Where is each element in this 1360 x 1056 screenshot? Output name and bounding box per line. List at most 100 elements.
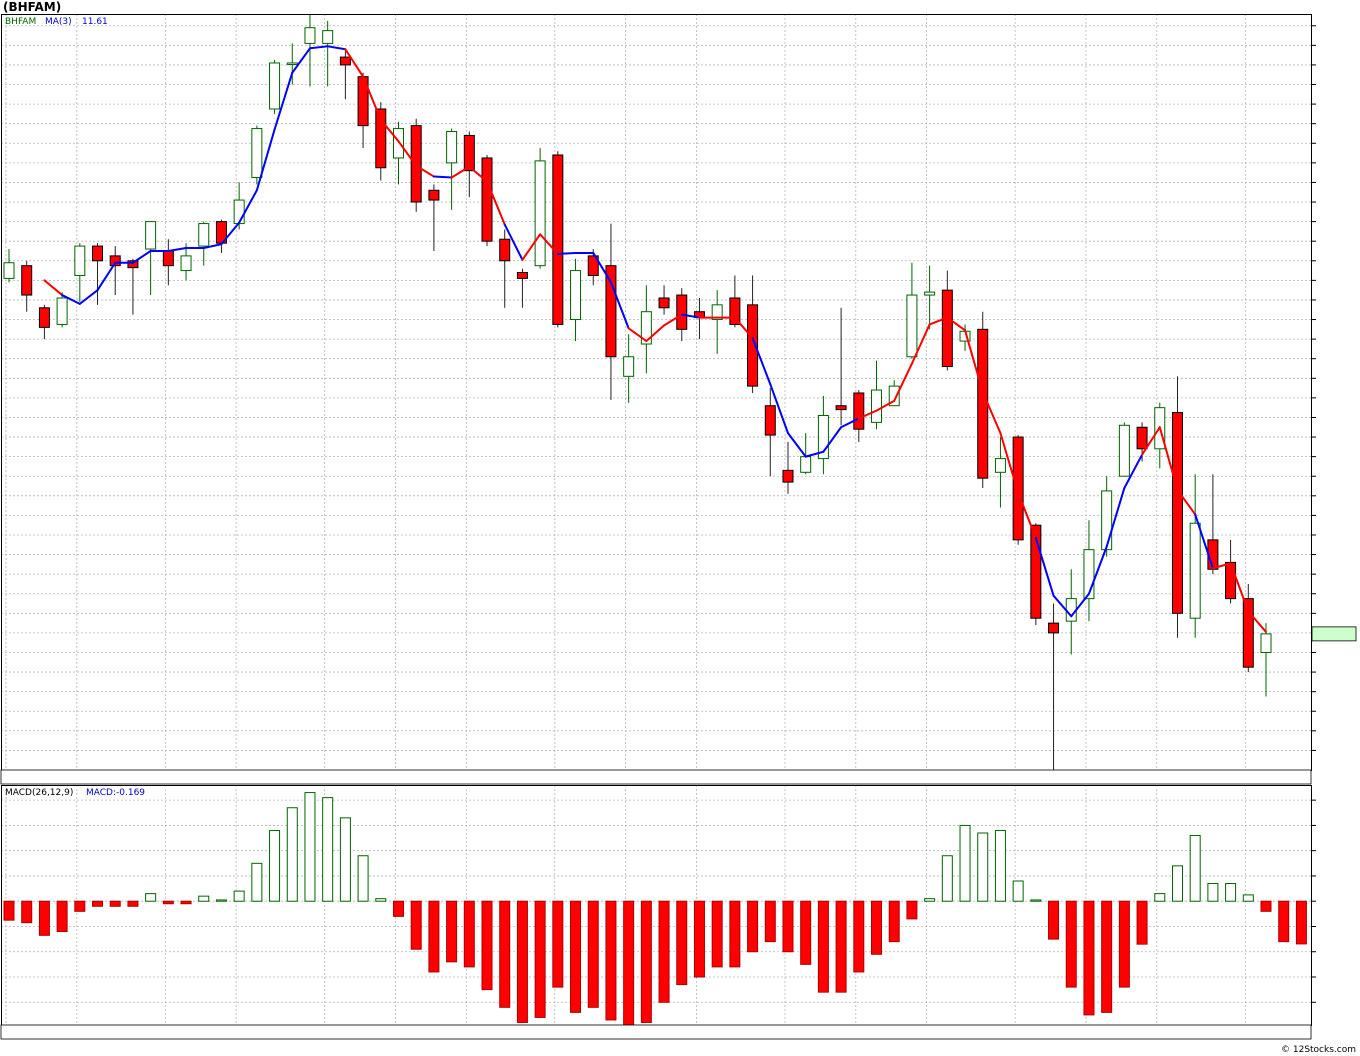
- macd-bar-positive: [339, 817, 351, 902]
- ma-line-segment: [981, 391, 1002, 435]
- ma-line-segment: [733, 316, 754, 340]
- ma-line-segment: [946, 316, 967, 332]
- macd-bar-positive: [924, 898, 936, 902]
- ma-line-segment: [928, 316, 949, 326]
- ma-line-segment: [822, 426, 843, 453]
- ma-line-segment: [910, 323, 931, 365]
- macd-bar-negative: [1295, 900, 1307, 945]
- macd-legend-label: MACD(26,12,9): [5, 788, 73, 798]
- ma-line-segment: [96, 261, 117, 292]
- ma-line-segment: [840, 417, 860, 429]
- macd-panel: [1, 785, 1311, 1026]
- macd-bar-negative: [1048, 900, 1060, 940]
- macd-bar-negative: [888, 900, 900, 943]
- candle-up: [1065, 598, 1077, 622]
- macd-bar-negative: [3, 900, 15, 921]
- macd-bar-negative: [906, 900, 918, 920]
- macd-bar-negative: [499, 900, 511, 1008]
- candle-up: [145, 221, 157, 250]
- ma-line-segment: [804, 450, 825, 458]
- macd-bar-positive: [286, 807, 298, 902]
- ma-line-segment: [1141, 426, 1161, 456]
- candle-up: [906, 294, 918, 358]
- macd-bar-negative: [74, 900, 86, 912]
- macd-bar-negative: [92, 900, 104, 907]
- macd-bar-negative: [605, 900, 617, 1021]
- ma-line-segment: [893, 362, 913, 402]
- macd-bar-negative: [711, 900, 723, 968]
- ma-line-segment: [1247, 610, 1267, 633]
- candle-up: [534, 160, 546, 267]
- macd-bar-negative: [747, 900, 759, 953]
- ma-line-segment: [167, 247, 188, 252]
- candle-up: [1101, 490, 1113, 551]
- candle-up: [198, 223, 210, 247]
- candle-up: [640, 311, 652, 345]
- ma-line-segment: [592, 251, 612, 284]
- macd-bar-negative: [693, 900, 705, 978]
- ma-line-segment: [1087, 545, 1108, 595]
- ma-line-segment: [1105, 486, 1126, 548]
- macd-bar-negative: [534, 900, 546, 1018]
- macd-bar-negative: [410, 900, 422, 950]
- macd-bar-positive: [1207, 883, 1219, 902]
- macd-bar-negative: [446, 900, 458, 963]
- ma-line-segment: [875, 399, 896, 412]
- macd-bar-negative: [516, 900, 528, 1023]
- candle-up: [392, 128, 404, 159]
- macd-bar-positive: [233, 890, 245, 902]
- candle-down: [109, 255, 121, 267]
- macd-bar-negative: [1136, 900, 1148, 945]
- ma-line-segment: [645, 324, 666, 343]
- candle-down: [463, 134, 475, 172]
- candle-up: [1260, 633, 1272, 653]
- last-price-box: [1311, 626, 1357, 642]
- ma-line-segment: [255, 128, 276, 192]
- macd-bar-negative: [56, 900, 68, 933]
- macd-bar-positive: [375, 898, 387, 902]
- macd-bar-negative: [1065, 900, 1077, 988]
- macd-bar-negative: [658, 900, 670, 1003]
- macd-bar-positive: [357, 855, 369, 902]
- ma-line-segment: [609, 281, 630, 330]
- macd-bar-negative: [1260, 900, 1272, 912]
- ma-line-segment: [1229, 562, 1250, 613]
- credit-text: © 12Stocks.com: [1281, 1045, 1356, 1055]
- macd-bar-positive: [145, 893, 157, 902]
- candle-up: [233, 199, 245, 225]
- ma-line-segment: [1034, 536, 1055, 597]
- chart-title: (BHFAM): [3, 0, 62, 14]
- candle-down: [499, 238, 511, 262]
- ma-line-segment: [61, 294, 81, 305]
- ma-line-segment: [273, 71, 294, 131]
- ma-line-segment: [486, 180, 506, 226]
- candle-up: [924, 291, 936, 296]
- macd-bar-positive: [1171, 865, 1183, 902]
- candle-down: [587, 255, 599, 276]
- macd-frame: [1, 785, 1312, 1026]
- candle-down: [516, 272, 528, 279]
- macd-bar-negative: [428, 900, 440, 973]
- candle-down: [1242, 598, 1254, 668]
- macd-bar-positive: [1030, 899, 1042, 902]
- candle-down: [729, 297, 741, 325]
- candle-down: [410, 125, 422, 203]
- macd-bar-negative: [640, 900, 652, 1023]
- candle-down: [853, 392, 865, 430]
- ma-line-segment: [220, 221, 241, 246]
- candle-down: [1048, 622, 1060, 634]
- macd-bar-positive: [959, 824, 971, 902]
- ma-line-segment: [1158, 426, 1179, 491]
- candle-up: [817, 415, 829, 460]
- ma-line-segment: [131, 249, 152, 264]
- ma-line-segment: [379, 118, 400, 143]
- candle-down: [375, 108, 387, 169]
- ma-line-segment: [202, 243, 223, 250]
- macd-bar-negative: [1278, 900, 1290, 943]
- ma-line-segment: [786, 432, 807, 458]
- macd-bar-negative: [817, 900, 829, 993]
- macd-bar-negative: [800, 900, 812, 965]
- macd-bar-positive: [1242, 894, 1254, 902]
- candle-down: [676, 294, 688, 330]
- candle-down: [127, 260, 139, 269]
